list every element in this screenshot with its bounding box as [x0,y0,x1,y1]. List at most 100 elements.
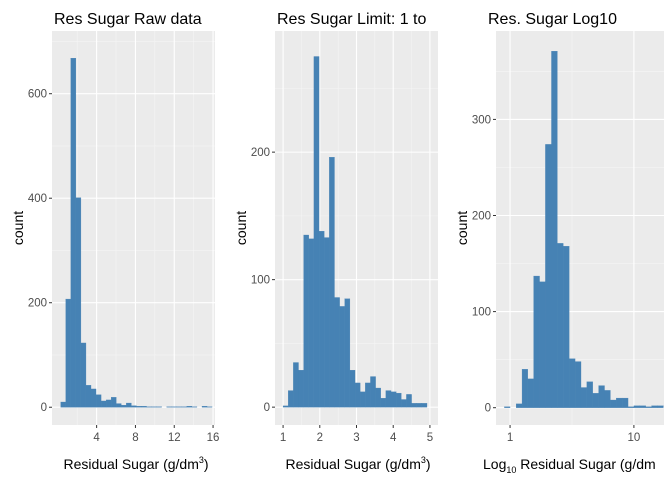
x-axis-label: Residual Sugar (g/dm3) [285,455,430,472]
histogram-bar [282,405,289,408]
x-tick-label: 5 [427,432,433,444]
histogram-bar [105,399,112,408]
histogram-bar [313,56,320,408]
x-tick-label: 10 [628,432,641,444]
histogram-bar [141,406,147,408]
histogram-bar [598,385,605,408]
histogram-bar [521,369,528,408]
panel-title: Res. Sugar Log10 [488,11,617,28]
y-tick-label: 200 [28,298,47,310]
y-tick-label: 0 [485,403,491,415]
histogram-bar [329,157,335,408]
histogram-bar [411,403,417,408]
histogram-bar [406,394,412,408]
histogram-bar [95,394,102,408]
y-tick-label: 200 [472,211,491,223]
histogram-bar [657,405,664,408]
x-tick-label: 1 [507,432,513,444]
y-tick-label: 300 [472,114,491,126]
histogram-bar [318,231,325,408]
histogram-panel-raw: 0 200 400 600 4 8 12 16 Res Sugar Raw data coun… [10,11,219,472]
histogram-bar [375,387,381,408]
histogram-bar [365,382,371,408]
histogram-bar [146,406,152,408]
histogram-bar [551,51,558,408]
y-tick-label: 0 [264,402,270,414]
x-tick-label: 12 [168,432,181,444]
histogram-bar [90,388,97,408]
plot-area: 0 200 400 600 4 8 12 16 [28,31,220,444]
histogram-bar [334,297,340,408]
histogram-bar [586,381,593,408]
histogram-bar [85,385,92,408]
histogram-bar [324,237,330,408]
histogram-bar [201,406,208,408]
histogram-bar [604,390,611,408]
histogram-bar [121,404,127,408]
y-axis-label: count [10,211,26,245]
histogram-bar [645,406,652,408]
histogram-bar [616,397,623,408]
x-tick-label: 16 [207,432,220,444]
histogram-bar [504,406,511,408]
x-axis-label: Log10 Residual Sugar (g/dm [483,456,656,475]
panel-title: Res Sugar Limit: 1 to [277,11,427,28]
y-axis-label: count [233,211,249,245]
histogram-bar [60,401,66,408]
histogram-bar [580,387,588,408]
histogram-bar [136,406,142,408]
histogram-bar [100,400,107,408]
x-tick-label: 1 [280,432,286,444]
x-tick-label: 3 [353,432,359,444]
y-tick-label: 0 [41,402,47,414]
histogram-bar [171,406,177,408]
histogram-bar [527,378,534,408]
histogram-bar [360,391,366,408]
histogram-bar [186,406,193,408]
histogram-bar [70,58,77,408]
histogram-bar [390,391,397,408]
histogram-bar [385,390,392,408]
histogram-bar [370,376,376,408]
panel-title: Res Sugar Raw data [54,11,202,28]
histogram-bars [282,56,428,408]
histogram-panel-log10: 0 100 200 300 1 10 Res. Sugar Log10 count Log… [454,11,664,475]
histogram-bar [156,406,162,408]
histogram-bar [176,406,182,408]
histogram-bars [60,58,213,408]
x-tick-label: 4 [390,432,397,444]
y-tick-label: 100 [251,275,270,287]
histogram-bar [633,405,641,408]
histogram-bar [354,382,361,408]
histogram-bar [574,361,582,408]
plot-area: 0 100 200 300 1 10 [472,31,664,444]
histogram-bar [651,405,658,408]
histogram-bar [206,406,213,408]
histogram-bar [181,406,188,408]
histogram-bars [504,51,664,408]
histogram-bar [339,306,345,408]
histogram-bar [111,397,117,408]
histogram-bar [401,399,407,408]
y-axis-label: count [454,211,470,245]
histogram-bar [293,362,299,408]
histogram-bar [622,397,629,408]
histogram-bar [126,402,132,408]
x-tick-label: 4 [93,432,100,444]
histogram-bar [65,298,71,408]
histogram-bar [395,392,402,408]
x-tick-label: 8 [132,432,138,444]
plot-area: 0 100 200 1 2 3 4 5 [251,31,438,444]
histogram-bar [75,197,82,408]
histogram-bar [116,403,122,408]
histogram-bar [568,358,576,408]
histogram-panel-limited: 0 100 200 1 2 3 4 5 Res Sugar Limit: 1 to count… [233,11,438,472]
histogram-bar [303,234,309,408]
histogram-bar [416,403,422,408]
histogram-bar [539,281,546,408]
histogram-bar [557,243,564,408]
histogram-bar [563,246,570,408]
histogram-bar [380,398,387,408]
histogram-bar [151,406,157,408]
histogram-bar [516,403,523,408]
